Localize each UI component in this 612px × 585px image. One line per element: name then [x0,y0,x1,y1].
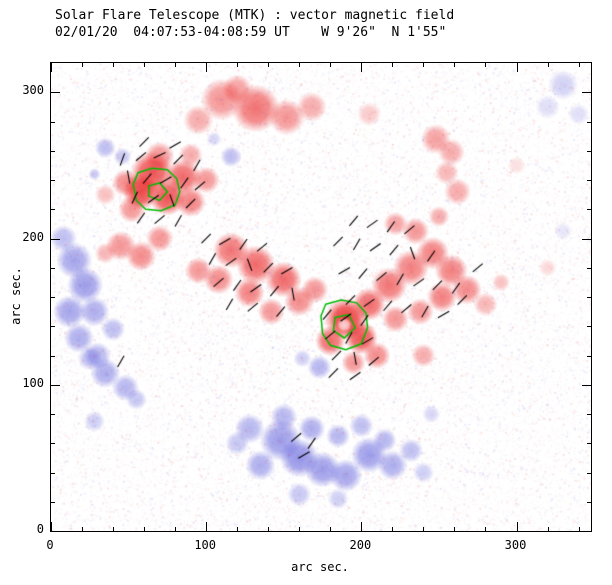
axis-tick [51,385,60,386]
axis-tick [51,522,52,531]
axis-tick [548,527,549,531]
axis-tick [485,63,486,67]
axis-tick [582,385,591,386]
axis-tick [51,473,55,474]
axis-tick [51,356,55,357]
axis-tick [237,527,238,531]
axis-tick [51,151,55,152]
axis-tick [587,356,591,357]
axis-tick [587,414,591,415]
plot-frame [50,62,592,532]
x-tick-label: 100 [194,538,217,552]
plot-subtitle: 02/01/20 04:07:53-04:08:59 UT W 9'26" N … [55,25,447,40]
axis-tick [330,63,331,67]
axis-tick [51,63,52,72]
axis-tick [582,531,591,532]
axis-tick [454,63,455,67]
axis-tick [82,63,83,67]
axis-tick [587,209,591,210]
y-tick-label: 100 [22,375,44,390]
axis-tick [423,527,424,531]
axis-tick [268,527,269,531]
axis-tick [175,63,176,67]
axis-tick [579,63,580,67]
axis-tick [51,239,60,240]
x-tick-label: 0 [46,538,54,552]
axis-tick [51,209,55,210]
axis-tick [113,527,114,531]
axis-tick [51,297,55,298]
axis-tick [587,473,591,474]
axis-tick [51,92,60,93]
axis-tick [175,527,176,531]
axis-tick [587,180,591,181]
axis-tick [237,63,238,67]
axis-tick [454,527,455,531]
axis-tick [51,414,55,415]
axis-tick [582,239,591,240]
axis-tick [144,527,145,531]
axis-tick [51,268,55,269]
axis-tick [517,522,518,531]
axis-tick [51,326,55,327]
axis-tick [330,527,331,531]
axis-tick [587,326,591,327]
axis-tick [51,122,55,123]
axis-tick [587,297,591,298]
axis-tick [587,268,591,269]
axis-tick [587,122,591,123]
axis-tick [392,63,393,67]
y-tick-label: 200 [22,229,44,244]
axis-tick [587,502,591,503]
axis-tick [423,63,424,67]
axis-tick [587,151,591,152]
magnetic-field-canvas [51,63,591,531]
axis-tick [51,180,55,181]
axis-tick [517,63,518,72]
axis-tick [268,63,269,67]
axis-tick [485,527,486,531]
axis-tick [144,63,145,67]
axis-tick [361,522,362,531]
axis-tick [51,443,55,444]
axis-tick [206,522,207,531]
x-tick-label: 200 [349,538,372,552]
axis-tick [579,527,580,531]
y-tick-label: 300 [22,83,44,98]
axis-tick [299,63,300,67]
x-tick-label: 300 [504,538,527,552]
x-axis-label: arc sec. [291,560,349,574]
axis-tick [361,63,362,72]
axis-tick [299,527,300,531]
axis-tick [587,443,591,444]
plot-title: Solar Flare Telescope (MTK) : vector mag… [55,8,455,23]
axis-tick [113,63,114,67]
axis-tick [392,527,393,531]
axis-tick [82,527,83,531]
axis-tick [51,531,60,532]
axis-tick [548,63,549,67]
y-axis-label: arc sec. [9,267,23,325]
axis-tick [206,63,207,72]
y-tick-label: 0 [36,522,44,536]
axis-tick [582,92,591,93]
axis-tick [51,502,55,503]
